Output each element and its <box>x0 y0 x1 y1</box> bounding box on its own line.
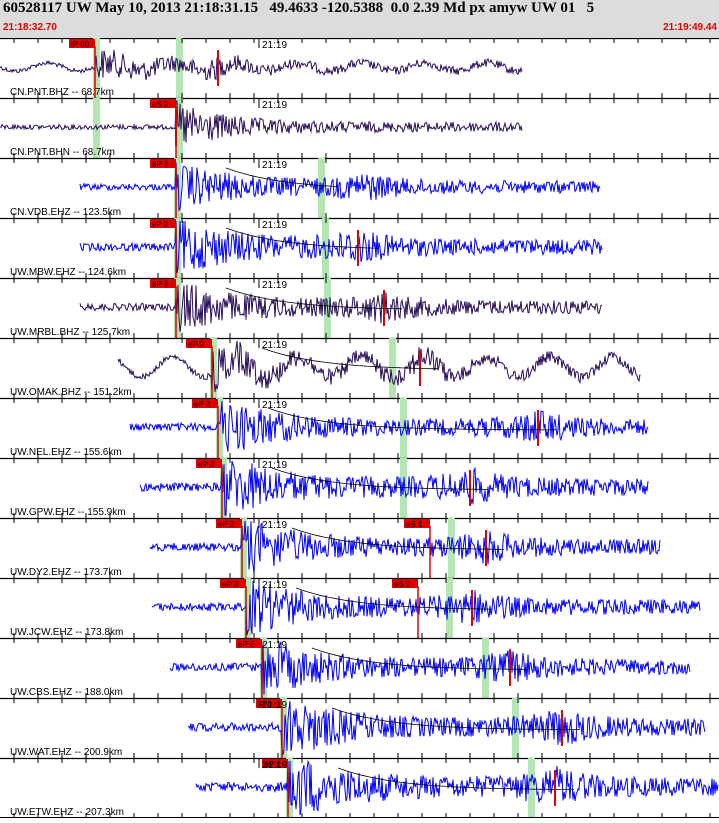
start-time: 21:18:32.70 <box>3 22 57 33</box>
minute-label: 21:19 <box>262 520 287 531</box>
p-pick-flag <box>236 639 262 648</box>
arrival-curve <box>291 527 505 550</box>
window-marker-coda <box>176 98 183 158</box>
s-pick-flag <box>392 579 418 588</box>
waveform-trace <box>149 520 661 575</box>
seismogram-panel: iP 60 21:19 CN.PNT.BHZ -- 68.7km eS 2 21:19 C… <box>0 37 719 818</box>
p-pick-flag <box>216 519 242 528</box>
station-label: UW.NEL.EHZ -- 155.6km <box>10 447 122 458</box>
p-pick-label: eP 2 <box>222 580 239 589</box>
station-label: UW.CBS.EHZ -- 188.0km <box>10 687 123 698</box>
minute-label: 21:19 <box>262 640 287 651</box>
arrival-curve <box>225 287 403 310</box>
p-pick-flag <box>150 219 176 228</box>
event-title: 60528117 UW May 10, 2013 21:18:31.15 49.… <box>3 0 595 16</box>
waveform-trace <box>195 759 719 816</box>
station-label: CN.PNT.BHZ -- 68.7km <box>10 87 114 98</box>
waveform-trace <box>0 49 523 81</box>
window-marker-coda <box>389 338 396 398</box>
p-pick-label: eP 2 <box>238 640 255 649</box>
minute-label: 21:19 <box>262 340 287 351</box>
minute-label: 21:19 <box>262 460 287 471</box>
p-pick-label: eP 2 <box>152 160 169 169</box>
arrival-curve <box>295 587 493 610</box>
p-pick-flag <box>150 279 176 288</box>
window-marker-coda <box>322 218 329 278</box>
p-pick-flag <box>196 459 222 468</box>
p-pick-flag <box>69 39 95 48</box>
end-time: 21:19:49.44 <box>663 22 717 33</box>
arrival-curve <box>271 467 488 490</box>
p-pick-label: eP 2 <box>218 520 235 529</box>
waveform-trace <box>79 162 601 212</box>
minute-label: 21:19 <box>262 400 287 411</box>
station-label: UW.JCW.EHZ -- 173.8km <box>10 627 123 638</box>
window-marker-coda <box>528 758 535 818</box>
station-label: UW.OMAK.BHZ -- 151.2km <box>10 387 132 398</box>
p-pick-flag <box>262 759 288 768</box>
p-pick-label: eP 2 <box>188 340 205 349</box>
station-label: UW.GPW.EHZ -- 155.9km <box>10 507 126 518</box>
window-marker-p <box>240 518 247 578</box>
p-pick-flag <box>220 579 246 588</box>
seismogram-svg: iP 60 21:19 CN.PNT.BHZ -- 68.7km eS 2 21:19 C… <box>0 37 719 818</box>
arrival-curve <box>337 767 575 790</box>
p-pick-label: iP 0 <box>258 700 272 709</box>
arrival-curve <box>311 647 528 670</box>
waveform-trace <box>139 460 649 516</box>
p-pick-flag <box>186 339 212 348</box>
p-pick-label: iP 60 <box>71 40 90 49</box>
station-label: UW.MBW.EHZ -- 124.6km <box>10 267 126 278</box>
p-pick-label: eP 2 <box>152 220 169 229</box>
p-pick-label: eS 2 <box>152 100 169 109</box>
arrival-curve <box>261 347 439 370</box>
waveform-trace <box>169 640 691 696</box>
p-pick-flag <box>150 99 176 108</box>
s-pick-label: eS 1 <box>406 520 423 529</box>
station-label: UW.ETW.EHZ -- 207.3km <box>10 807 124 818</box>
station-label: CN.VDB.EHZ -- 123.5km <box>10 207 121 218</box>
p-pick-label: eP 2 <box>194 400 211 409</box>
arrival-curve <box>331 707 580 730</box>
station-label: CN.PNT.BHN -- 68.7km <box>10 147 115 158</box>
station-label: UW.DY2.EHZ -- 173.7km <box>10 567 122 578</box>
window-marker-p <box>280 698 287 758</box>
waveform-trace <box>187 701 706 756</box>
waveform-trace <box>79 220 603 274</box>
waveform-trace <box>79 284 602 332</box>
p-pick-label: eP 2 <box>152 280 169 289</box>
minute-label: 21:19 <box>262 700 287 711</box>
minute-label: 21:19 <box>262 220 287 231</box>
window-marker-p <box>216 398 223 458</box>
arrival-curve <box>267 407 556 431</box>
s-pick-flag <box>404 519 430 528</box>
arrival-curve <box>225 227 379 249</box>
minute-label: 21:19 <box>262 160 287 171</box>
window-marker-p <box>174 218 181 278</box>
s-pick-label: eS 2 <box>394 580 411 589</box>
minute-label: 21:19 <box>262 100 287 111</box>
window-marker-p <box>244 578 251 638</box>
minute-label: 21:19 <box>262 580 287 591</box>
window-marker-coda <box>512 698 519 758</box>
p-pick-label: eP 2 <box>264 760 281 769</box>
waveform-trace <box>129 400 649 452</box>
waveform-trace <box>151 580 701 636</box>
station-label: UW.MRBL.BHZ -- 125.7km <box>10 327 130 338</box>
p-pick-flag <box>150 159 176 168</box>
minute-label: 21:19 <box>262 40 287 51</box>
minute-label: 21:19 <box>262 280 287 291</box>
header-bar: 60528117 UW May 10, 2013 21:18:31.15 49.… <box>0 0 719 38</box>
arrival-curve <box>225 167 339 187</box>
waveform-trace <box>0 100 523 143</box>
p-pick-label: eP 2 <box>198 460 215 469</box>
minute-label: 21:19 <box>262 760 287 771</box>
p-pick-flag <box>192 399 218 408</box>
station-label: UW.WAT.EHZ -- 200.9km <box>10 747 122 758</box>
p-pick-flag <box>256 699 282 708</box>
